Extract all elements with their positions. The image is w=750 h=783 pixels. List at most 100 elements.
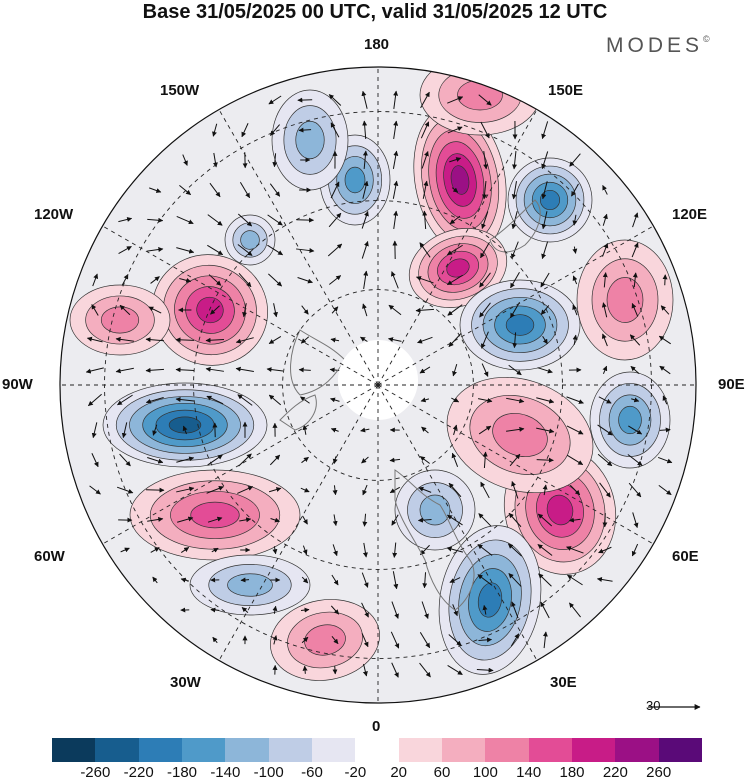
wind-arrow-icon — [296, 248, 315, 254]
wind-arrow-icon — [238, 272, 252, 288]
negative-anomaly — [507, 157, 593, 243]
colorbar-tick-label: -260 — [80, 764, 111, 781]
wind-arrow-icon — [507, 543, 522, 557]
wind-arrow-icon — [481, 363, 489, 377]
colorbar-tick-label: -20 — [344, 764, 367, 781]
map-border — [59, 66, 697, 704]
wind-arrow-icon — [569, 153, 581, 167]
wind-arrow-icon — [598, 546, 612, 554]
wind-arrow-icon — [482, 604, 488, 615]
wind-arrow-icon — [362, 484, 368, 496]
anomaly-contour — [344, 166, 366, 194]
wind-arrow-icon — [449, 157, 462, 163]
lon-label-90e: 90E — [718, 376, 745, 393]
anomaly-contour — [295, 120, 325, 160]
wind-arrow-icon — [145, 337, 165, 343]
wind-arrow-icon — [239, 182, 251, 199]
wind-arrow-icon — [330, 181, 340, 199]
wind-arrow-icon — [149, 187, 162, 193]
wind-arrow-icon — [508, 512, 522, 528]
wind-arrow-icon — [392, 180, 399, 199]
wind-arrow-icon — [572, 214, 578, 226]
wind-arrow-icon — [422, 180, 429, 199]
wind-arrow-icon — [419, 662, 431, 678]
wind-arrow-icon — [118, 217, 133, 223]
colorbar-swatch — [138, 738, 182, 762]
wind-arrow-icon — [417, 336, 433, 344]
wind-arrow-icon — [420, 121, 430, 139]
colorbar-tick-label: 140 — [516, 764, 542, 781]
positive-anomaly — [69, 284, 171, 356]
wind-arrow-icon — [120, 547, 130, 553]
wind-arrow-icon — [361, 633, 369, 648]
wind-arrow-icon — [447, 514, 463, 526]
lon-label-120w: 120W — [34, 206, 74, 223]
wind-arrow-icon — [361, 240, 369, 259]
wind-arrow-icon — [415, 307, 435, 313]
wind-arrow-icon — [510, 301, 520, 319]
colorbar-tick-label: -220 — [123, 764, 154, 781]
wind-arrow-icon — [446, 244, 463, 256]
wind-arrow-icon — [300, 336, 310, 344]
wind-arrow-icon — [572, 246, 578, 254]
wind-arrow-icon — [148, 306, 162, 314]
wind-arrow-icon — [542, 631, 548, 649]
wind-arrow-icon — [267, 244, 284, 256]
wind-arrow-icon — [662, 395, 668, 405]
colorbar-tick-label: 60 — [433, 764, 451, 781]
wind-arrow-icon — [451, 187, 459, 193]
positive-anomaly — [270, 599, 380, 681]
wind-arrow-icon — [662, 274, 668, 286]
wind-arrow-icon — [150, 547, 160, 553]
wind-arrow-icon — [176, 215, 194, 225]
wind-arrow-icon — [631, 543, 639, 557]
wind-arrow-icon — [447, 304, 463, 316]
wind-arrow-icon — [597, 424, 613, 436]
wind-arrow-icon — [537, 513, 553, 527]
colorbar-tick-label: 220 — [602, 764, 628, 781]
wind-arrow-icon — [478, 94, 492, 106]
wind-arrow-icon — [631, 397, 640, 403]
wind-arrow-icon — [272, 546, 278, 555]
wind-arrow-icon — [480, 481, 490, 499]
wind-arrow-icon — [330, 337, 340, 343]
colorbar-swatch — [485, 738, 529, 762]
wind-arrow-icon — [420, 91, 430, 109]
wind-arrow-icon — [632, 212, 639, 228]
wind-arrow-icon — [629, 334, 641, 346]
wind-arrow-icon — [571, 183, 579, 197]
lon-label-180: 180 — [364, 36, 390, 53]
wind-arrow-icon — [512, 150, 518, 170]
wind-arrow-icon — [391, 271, 399, 289]
wind-arrow-icon — [267, 214, 283, 226]
wind-arrow-icon — [422, 572, 428, 589]
wind-arrow-icon — [572, 275, 578, 285]
wind-arrow-icon — [602, 513, 608, 528]
wind-arrow-icon — [391, 514, 399, 526]
wind-arrow-icon — [446, 546, 464, 553]
wind-arrow-icon — [483, 151, 489, 170]
wind-arrow-icon — [480, 121, 490, 139]
wind-arrow-icon — [212, 123, 218, 137]
wind-arrow-icon — [416, 276, 434, 284]
wind-arrow-icon — [147, 247, 164, 253]
wind-arrow-icon — [211, 547, 219, 553]
colorbar-tick-label: -60 — [301, 764, 323, 781]
wind-arrow-icon — [422, 210, 428, 230]
wind-arrow-icon — [302, 665, 308, 674]
wind-arrow-icon — [302, 424, 308, 435]
wind-arrow-icon — [210, 607, 220, 613]
wind-arrow-icon — [175, 337, 195, 343]
wind-arrow-icon — [631, 302, 639, 317]
anomaly-field — [69, 67, 674, 681]
wind-arrow-icon — [419, 366, 431, 374]
wind-arrow-icon — [536, 457, 554, 463]
wind-arrow-icon — [115, 367, 134, 374]
wind-arrow-icon — [116, 486, 134, 494]
lon-label-150w: 150W — [160, 82, 200, 99]
anomaly-contour — [100, 306, 140, 334]
colorbar-swatch — [268, 738, 312, 762]
wind-arrow-icon — [273, 303, 278, 318]
colorbar-ticks: -260 -220 -180 -140 -100 -60 -20 20 60 100 140 180 2… — [52, 764, 702, 783]
wind-arrow-icon — [328, 94, 342, 106]
